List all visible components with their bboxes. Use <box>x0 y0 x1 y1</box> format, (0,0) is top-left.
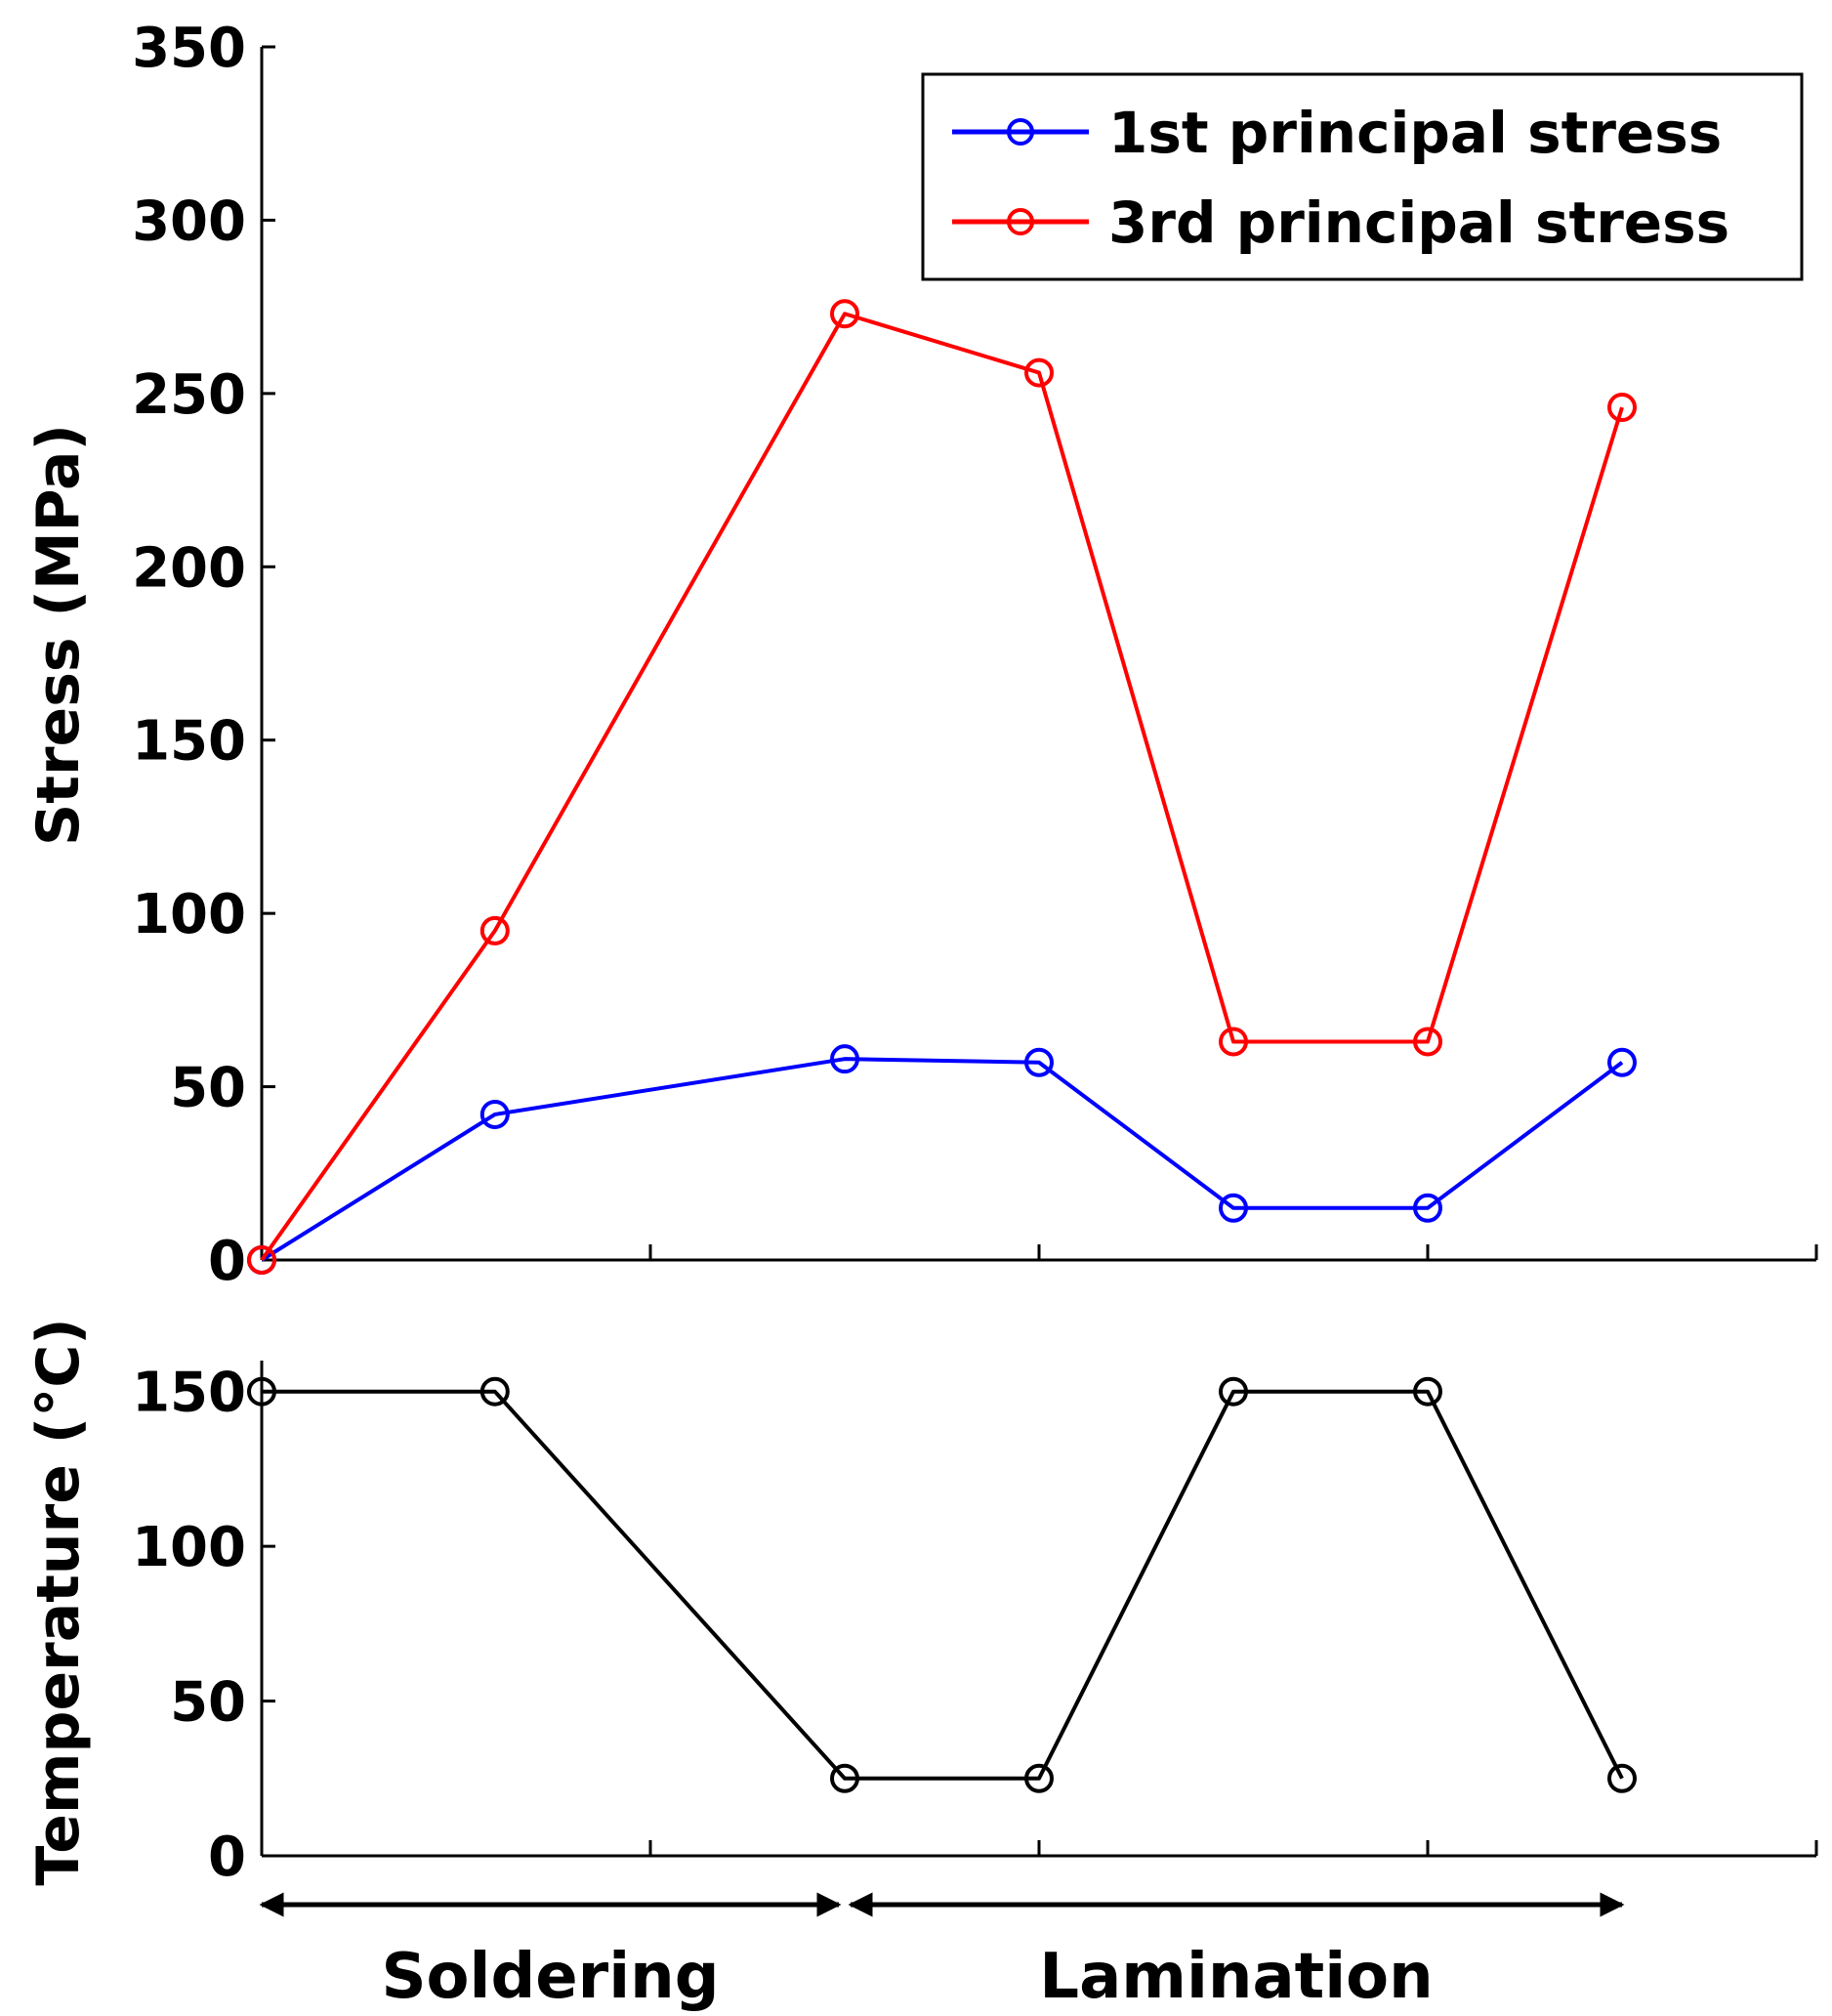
temperature-y-tick-labels: 0 50 100 150 <box>132 1362 246 1889</box>
stress-y-tick-label: 200 <box>132 536 246 600</box>
stress-series-1-point <box>1413 1027 1442 1057</box>
temperature-series-0-point <box>1413 1376 1442 1407</box>
temperature-y-tick-label: 50 <box>170 1671 246 1735</box>
temperature-y-tick-label: 150 <box>132 1362 246 1425</box>
temperature-series-group <box>247 1376 1637 1793</box>
stress-series-0-point <box>1607 1047 1637 1077</box>
legend-marker-3rd <box>1007 208 1034 235</box>
temperature-y-tick-label: 100 <box>132 1516 246 1579</box>
stress-axes <box>260 45 1818 1262</box>
phase-label-0: Soldering <box>381 1941 719 2013</box>
stress-y-tick-labels: 0 50 100 150 200 250 300 350 <box>132 17 246 1293</box>
temperature-y-tick-label: 0 <box>208 1826 246 1889</box>
stress-y-tick-label: 100 <box>132 883 246 946</box>
legend-entry-1st: 1st principal stress <box>952 100 1722 166</box>
process-phases: Soldering Lamination <box>259 1892 1625 2013</box>
temperature-series-0-point <box>1024 1763 1054 1793</box>
legend-marker-1st <box>1007 118 1034 146</box>
stress-series-0-point <box>1219 1193 1248 1223</box>
legend-box <box>921 72 1804 281</box>
stress-series-1-point <box>1219 1027 1248 1057</box>
temperature-series-0-point <box>1219 1376 1248 1407</box>
stress-series-0-point <box>479 1099 510 1129</box>
stress-y-tick-label: 150 <box>132 710 246 774</box>
stress-series-line-1 <box>260 312 1624 1262</box>
phase-label-1: Lamination <box>1039 1941 1433 2013</box>
legend: 1st principal stress 3rd principal stres… <box>921 72 1804 281</box>
stress-series-line-0 <box>260 1057 1624 1262</box>
temperature-series-0-point <box>247 1376 276 1407</box>
stress-y-tick-label: 350 <box>132 17 246 80</box>
stress-series-0-point <box>1024 1047 1054 1077</box>
legend-label-1st: 1st principal stress <box>1108 100 1722 166</box>
stress-series-1-point <box>479 915 510 945</box>
temperature-series-0-point <box>830 1763 859 1793</box>
temperature-chart: 0 50 100 150 Temperature (°C) Soldering Lami… <box>24 1318 1818 2013</box>
stress-y-tick-label: 50 <box>170 1057 246 1120</box>
stress-series-0-point <box>1413 1193 1442 1223</box>
temperature-series-line-0 <box>262 1389 1624 1781</box>
temperature-series-0-point <box>1607 1763 1637 1793</box>
stress-y-axis-title: Stress (MPa) <box>24 424 93 846</box>
temperature-series-0-point <box>479 1376 510 1407</box>
stress-y-tick-label: 250 <box>132 363 246 427</box>
temperature-axes <box>260 1361 1818 1858</box>
legend-label-3rd: 3rd principal stress <box>1108 189 1729 256</box>
stress-y-tick-label: 300 <box>132 189 246 253</box>
stress-series-1-point <box>1024 357 1054 388</box>
stress-series-1-point <box>1607 393 1637 423</box>
stress-series-group <box>247 299 1637 1275</box>
stress-chart: 0 50 100 150 200 250 300 350 Stress (MPa) 1st p… <box>24 17 1818 1293</box>
stress-series-0-point <box>830 1044 859 1074</box>
legend-entry-3rd: 3rd principal stress <box>952 189 1729 256</box>
stress-series-1-point <box>830 299 859 329</box>
stress-series-1-point <box>247 1245 276 1275</box>
temperature-y-axis-title: Temperature (°C) <box>24 1318 93 1885</box>
stress-y-tick-label: 0 <box>208 1230 246 1293</box>
